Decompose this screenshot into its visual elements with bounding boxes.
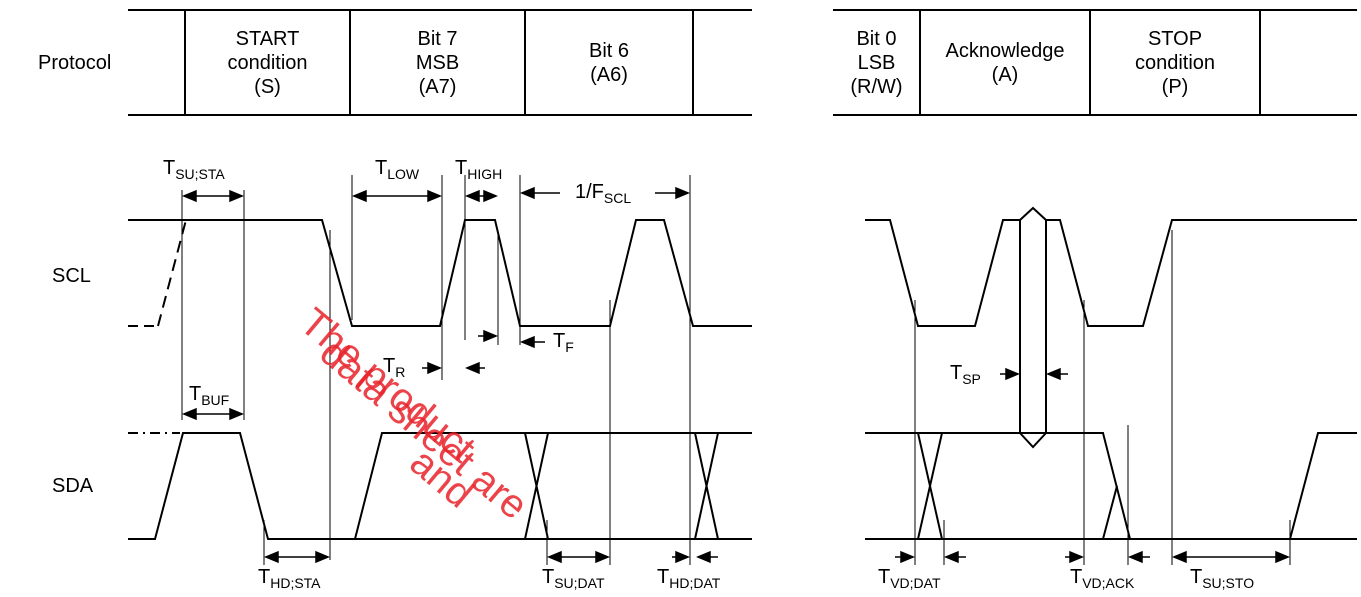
scl-label: SCL: [52, 265, 91, 287]
scl-waveform-left: [128, 219, 752, 327]
label-tlow: TLOW: [375, 157, 420, 182]
protocol-cell-bit6: Bit 6 (A6): [588, 39, 630, 86]
label-tbuf: TBUF: [189, 383, 230, 408]
label-thd-dat: THD;DAT: [657, 566, 721, 591]
label-tsu-sto: TSU;STO: [1190, 566, 1255, 591]
label-tsp: TSP: [950, 362, 981, 387]
protocol-label: Protocol: [38, 52, 112, 74]
label-thigh: THIGH: [455, 157, 503, 182]
sda-label: SDA: [52, 475, 94, 497]
label-tsu-sta: TSU;STA: [163, 157, 225, 182]
protocol-table-left: [128, 9, 752, 116]
protocol-cell-bit0: Bit 0 LSB (R/W): [850, 27, 903, 98]
label-tsu-dat: TSU;DAT: [542, 566, 605, 591]
label-tvd-ack: TVD;ACK: [1070, 566, 1135, 591]
protocol-cell-bit7: Bit 7 MSB (A7): [415, 27, 460, 98]
label-tf: TF: [553, 330, 574, 355]
protocol-cell-stop: STOP condition (P): [1134, 27, 1216, 98]
reference-lines: [181, 175, 1291, 565]
label-thd-sta: THD;STA: [258, 566, 321, 591]
protocol-cell-acknowledge: Acknowledge (A): [945, 39, 1065, 86]
label-fscl: 1/FSCL: [575, 181, 632, 206]
sda-waveform-right: [865, 432, 1357, 540]
sda-waveform-left: [128, 432, 752, 540]
protocol-table-right: [833, 9, 1357, 116]
scl-waveform-right: [865, 206, 1357, 449]
timing-arrows: [182, 186, 1290, 564]
label-tr: TR: [383, 355, 406, 380]
protocol-cell-start: START condition (S): [227, 27, 308, 98]
label-tvd-dat: TVD;DAT: [878, 566, 941, 591]
